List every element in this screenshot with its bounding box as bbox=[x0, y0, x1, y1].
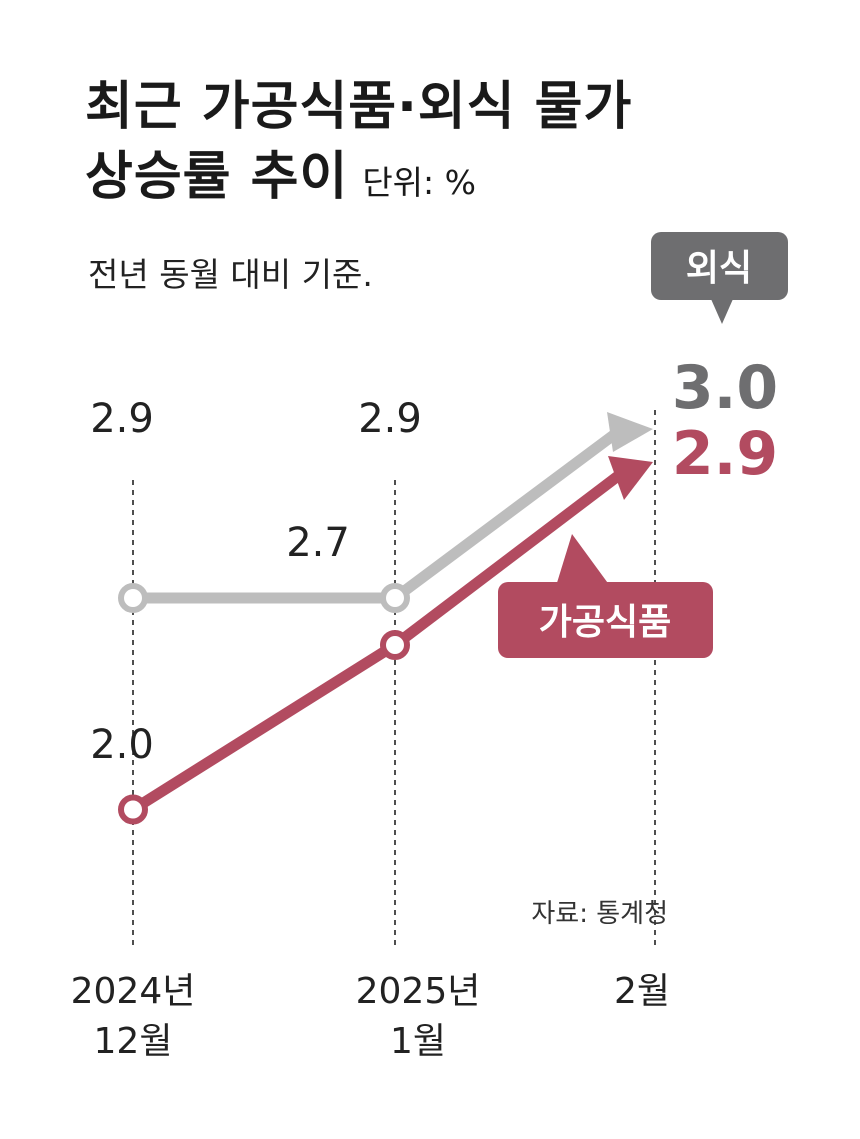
title-line-2-text: 상승률 추이 bbox=[85, 147, 349, 207]
title-line-2: 상승률 추이 단위: % bbox=[85, 142, 632, 218]
x-tick-label: 2025년 bbox=[356, 971, 481, 1012]
chart-subtitle: 전년 동월 대비 기준. bbox=[88, 255, 373, 294]
processed-food-badge-pointer bbox=[556, 534, 610, 586]
processed-food-line-segment bbox=[130, 640, 398, 815]
dining-out-end-value: 3.0 bbox=[672, 353, 778, 423]
processed-food-badge bbox=[498, 582, 713, 658]
processed-food-data-label: 2.0 bbox=[90, 722, 154, 768]
dining-out-point bbox=[380, 583, 410, 613]
x-tick-label: 12월 bbox=[94, 1021, 173, 1062]
processed-food-end-value: 2.9 bbox=[672, 419, 778, 489]
x-tick-label: 1월 bbox=[390, 1021, 446, 1062]
dining-out-badge-pointer bbox=[711, 299, 733, 324]
dining-out-data-label: 2.9 bbox=[358, 396, 422, 442]
title-line-1: 최근 가공식품·외식 물가 bbox=[85, 77, 633, 137]
chart-title: 최근 가공식품·외식 물가 상승률 추이 단위: % bbox=[85, 72, 632, 218]
dining-out-line-segment bbox=[391, 429, 619, 603]
source-note: 자료: 통계청 bbox=[531, 899, 668, 929]
processed-food-point bbox=[118, 794, 148, 825]
processed-food-data-label: 2.7 bbox=[286, 520, 350, 566]
processed-food-line-segment bbox=[391, 471, 622, 650]
x-tick-label: 2024년 bbox=[71, 971, 196, 1012]
dining-out-point bbox=[118, 583, 148, 613]
processed-food-arrowhead bbox=[608, 456, 653, 500]
dining-out-badge bbox=[651, 232, 788, 300]
processed-food-badge-label: 가공식품 bbox=[539, 602, 671, 643]
dining-out-badge-label: 외식 bbox=[686, 248, 752, 289]
dining-out-arrowhead bbox=[607, 412, 653, 452]
dining-out-data-label: 2.9 bbox=[90, 396, 154, 442]
processed-food-point bbox=[380, 630, 410, 660]
unit-label: 단위: % bbox=[362, 163, 476, 202]
x-tick-label: 2월 bbox=[614, 971, 670, 1012]
